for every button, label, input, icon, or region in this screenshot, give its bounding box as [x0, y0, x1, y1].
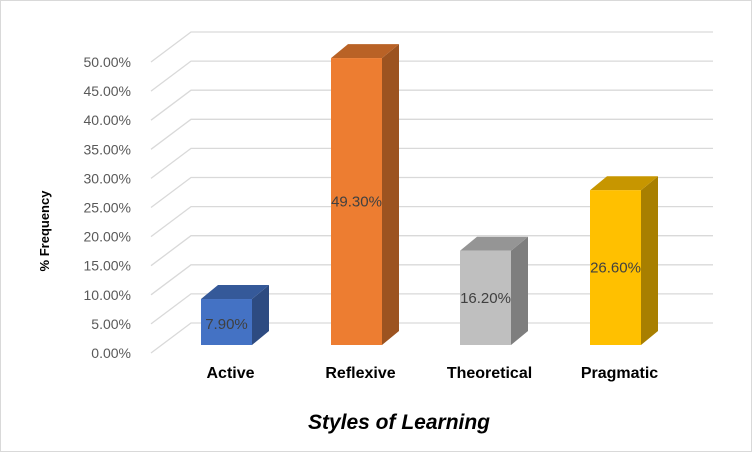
bar-side	[382, 44, 399, 345]
y-tick-label: 40.00%	[84, 112, 131, 128]
y-tick-label: 20.00%	[84, 229, 131, 245]
bar-top	[460, 236, 528, 251]
y-tick-label: 30.00%	[84, 170, 131, 186]
bar-reflexive	[331, 58, 382, 345]
y-tick-label: 0.00%	[91, 345, 131, 361]
x-tick-label: Active	[206, 365, 254, 382]
y-tick-label: 10.00%	[84, 287, 131, 303]
gridline	[150, 205, 713, 238]
gridline	[150, 322, 713, 354]
bar-side	[252, 285, 269, 345]
bar-theoretical	[460, 250, 511, 345]
data-label: 16.20%	[460, 290, 511, 307]
bar-pragmatic	[590, 190, 641, 345]
y-axis-title: % Frequency	[37, 190, 52, 272]
bar-side	[511, 236, 528, 345]
gridline	[150, 176, 713, 209]
x-axis-title: Styles of Learning	[308, 411, 490, 434]
bar-top	[201, 285, 269, 300]
gridline	[150, 89, 713, 121]
bar-top	[590, 176, 658, 191]
y-tick-label: 15.00%	[84, 258, 131, 274]
data-label: 7.90%	[205, 316, 248, 333]
data-label: 49.30%	[331, 194, 382, 211]
data-label: 26.60%	[590, 260, 641, 277]
gridline	[150, 60, 713, 92]
bar-side	[641, 176, 658, 345]
gridline	[150, 264, 713, 296]
bar-active	[201, 299, 252, 345]
gridline	[150, 31, 713, 63]
y-tick-label: 45.00%	[84, 83, 131, 99]
y-tick-label: 50.00%	[84, 54, 131, 70]
x-tick-label: Theoretical	[447, 365, 532, 382]
y-tick-label: 5.00%	[91, 316, 131, 332]
x-tick-label: Reflexive	[325, 365, 395, 382]
gridline	[150, 118, 713, 150]
gridline	[150, 293, 713, 325]
y-tick-label: 35.00%	[84, 141, 131, 157]
x-tick-label: Pragmatic	[581, 365, 658, 382]
y-tick-label: 25.00%	[84, 200, 131, 216]
gridline	[150, 147, 713, 179]
gridline	[150, 235, 713, 267]
bar-top	[331, 44, 399, 59]
